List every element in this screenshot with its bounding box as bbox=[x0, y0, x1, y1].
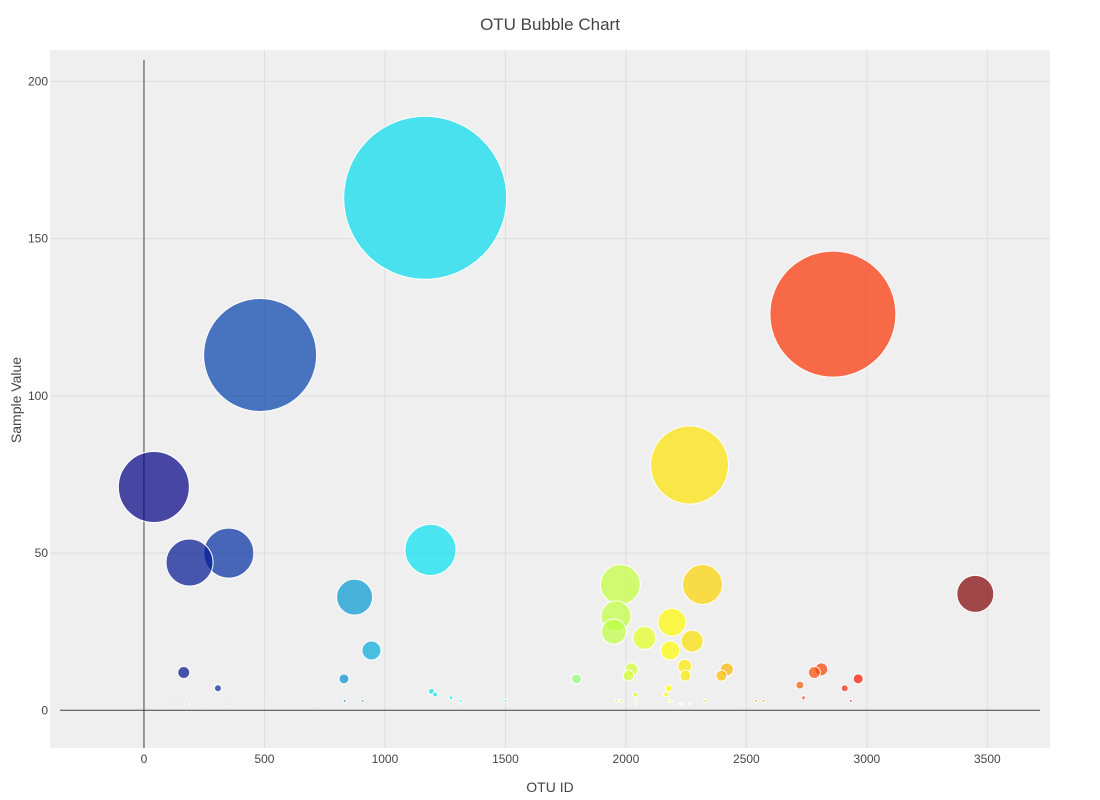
bubble-point bbox=[361, 640, 382, 661]
bubble-point bbox=[633, 702, 637, 706]
bubble-point bbox=[404, 523, 457, 576]
y-axis-label: Sample Value bbox=[8, 357, 24, 443]
x-axis-label: OTU ID bbox=[526, 779, 573, 795]
bubble-point bbox=[203, 297, 318, 412]
x-tick-label: 3000 bbox=[854, 752, 881, 766]
bubble-point bbox=[432, 691, 439, 698]
zero-lines bbox=[60, 60, 1040, 748]
bubble-point bbox=[316, 702, 320, 706]
bubble-point bbox=[852, 673, 864, 685]
bubble-point bbox=[177, 666, 191, 680]
bubble-point bbox=[185, 702, 189, 706]
bubble-point bbox=[679, 669, 692, 682]
bubble-point bbox=[682, 564, 724, 606]
bubble-point bbox=[619, 698, 624, 703]
bubble-point bbox=[241, 702, 245, 706]
tick-labels: 0 500 1000 1500 2000 2500 3000 3500 0 50 100 150 200 bbox=[28, 74, 1001, 766]
x-tick-label: 2500 bbox=[733, 752, 760, 766]
bubble-point bbox=[460, 702, 464, 706]
bubble-point bbox=[571, 673, 583, 685]
bubble-point bbox=[634, 698, 639, 703]
bubble-point bbox=[669, 698, 674, 703]
bubble-point bbox=[336, 578, 374, 616]
bubble-point bbox=[172, 702, 176, 706]
bubble-point bbox=[680, 629, 704, 653]
bubble-point bbox=[795, 680, 805, 690]
bubble-point bbox=[204, 702, 208, 706]
bubble-point bbox=[660, 640, 681, 661]
bubble-point bbox=[715, 669, 728, 682]
bubble-point bbox=[599, 564, 641, 606]
x-tick-label: 3500 bbox=[974, 752, 1001, 766]
bubble-point bbox=[503, 698, 508, 703]
chart-title: OTU Bubble Chart bbox=[480, 15, 620, 34]
bubble-point bbox=[840, 684, 849, 693]
x-tick-label: 2000 bbox=[613, 752, 640, 766]
bubble-point bbox=[224, 702, 228, 706]
bubble-point bbox=[769, 250, 897, 378]
bubble-point bbox=[703, 698, 708, 703]
bubble-point bbox=[182, 702, 186, 706]
y-tick-label: 50 bbox=[35, 546, 49, 560]
bubble-point bbox=[343, 115, 508, 280]
bubble-point bbox=[632, 625, 657, 650]
y-tick-label: 200 bbox=[28, 74, 48, 88]
bubble-point bbox=[688, 702, 692, 706]
bubble-point bbox=[680, 702, 684, 706]
bubble-point bbox=[266, 702, 270, 706]
bubble-point bbox=[614, 698, 619, 703]
bubbles bbox=[117, 115, 995, 706]
x-tick-label: 1500 bbox=[492, 752, 519, 766]
y-tick-label: 150 bbox=[28, 232, 48, 246]
x-tick-label: 500 bbox=[254, 752, 274, 766]
bubble-point bbox=[227, 702, 231, 706]
plot-area bbox=[50, 50, 1050, 748]
bubble-point bbox=[360, 698, 365, 703]
bubble-point bbox=[956, 574, 995, 613]
bubble-point bbox=[657, 607, 687, 637]
bubble-point bbox=[117, 451, 190, 524]
bubble-point bbox=[664, 684, 673, 693]
y-tick-label: 0 bbox=[41, 703, 48, 717]
x-tick-label: 1000 bbox=[372, 752, 399, 766]
bubble-point bbox=[753, 698, 758, 703]
bubble-point bbox=[338, 673, 350, 685]
bubble-point bbox=[632, 691, 639, 698]
bubble-point bbox=[761, 698, 766, 703]
bubble-point bbox=[165, 538, 214, 587]
bubble-point bbox=[213, 684, 222, 693]
bubble-point bbox=[448, 695, 454, 701]
bubble-point bbox=[342, 698, 347, 703]
bubble-point bbox=[458, 698, 463, 703]
bubble-point bbox=[650, 425, 730, 505]
bubble-point bbox=[663, 691, 670, 698]
x-tick-label: 0 bbox=[141, 752, 148, 766]
bubble-point bbox=[848, 698, 853, 703]
bubble-point bbox=[740, 702, 744, 706]
bubble-point bbox=[600, 618, 627, 645]
y-tick-label: 100 bbox=[28, 389, 48, 403]
bubble-point bbox=[622, 669, 635, 682]
bubble-point bbox=[800, 695, 806, 701]
bubble-point bbox=[807, 666, 821, 680]
